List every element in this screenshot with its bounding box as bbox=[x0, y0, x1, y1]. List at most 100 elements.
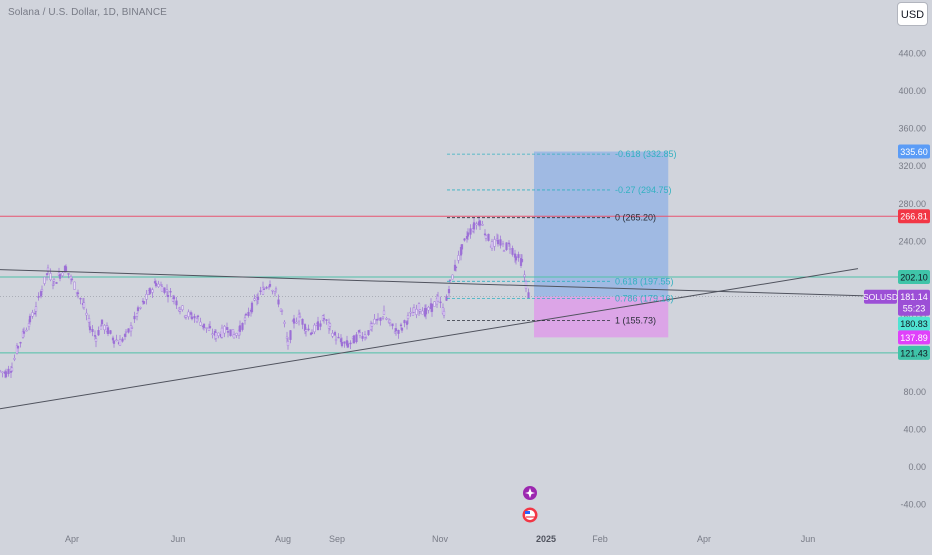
us-flag-icon[interactable] bbox=[522, 507, 538, 523]
candle-body bbox=[265, 287, 268, 289]
candle bbox=[87, 314, 91, 328]
candle-body bbox=[58, 274, 62, 279]
support-low-price-badge: 121.43 bbox=[900, 348, 928, 358]
candle bbox=[214, 329, 218, 342]
candle-body bbox=[415, 309, 418, 315]
candle-body bbox=[163, 287, 166, 293]
candle bbox=[385, 316, 388, 321]
candle-body bbox=[34, 306, 38, 312]
candle bbox=[205, 327, 208, 333]
symbol-badge: SOLUSD bbox=[863, 292, 898, 302]
candle bbox=[513, 249, 517, 263]
candle bbox=[442, 308, 446, 319]
candle bbox=[106, 325, 110, 337]
candle bbox=[436, 291, 440, 303]
candle bbox=[430, 303, 434, 317]
candle-body bbox=[460, 244, 464, 250]
currency-button[interactable]: USD bbox=[897, 2, 928, 26]
candle bbox=[61, 271, 64, 278]
candle-body bbox=[178, 309, 182, 312]
candle bbox=[256, 292, 260, 304]
candle bbox=[220, 324, 224, 339]
candle-body bbox=[484, 235, 488, 239]
candle-body bbox=[199, 321, 202, 326]
candle bbox=[136, 305, 140, 313]
fib-level-label: -0.618 (332.85) bbox=[615, 149, 677, 159]
candle bbox=[490, 238, 494, 252]
candle bbox=[460, 244, 464, 255]
candle-body bbox=[100, 319, 104, 325]
descending-trendline[interactable] bbox=[0, 269, 867, 297]
candle bbox=[52, 277, 56, 286]
candle-body bbox=[99, 325, 103, 330]
candle bbox=[478, 219, 482, 231]
candle-body bbox=[469, 228, 472, 235]
candle-body bbox=[82, 302, 86, 308]
candle bbox=[427, 305, 430, 314]
candle-body bbox=[343, 341, 346, 344]
candle bbox=[445, 294, 448, 301]
candle bbox=[85, 308, 88, 321]
target-zone[interactable] bbox=[534, 151, 669, 297]
candle-body bbox=[172, 296, 176, 300]
y-tick-label: 160.00 bbox=[898, 312, 926, 322]
candle bbox=[481, 220, 484, 226]
candle bbox=[58, 272, 62, 282]
entry-price-badge: 180.83 bbox=[900, 319, 928, 329]
candle bbox=[100, 319, 104, 327]
y-tick-label: 40.00 bbox=[903, 424, 926, 434]
candle bbox=[181, 305, 184, 312]
candle-body bbox=[223, 326, 226, 334]
candle bbox=[199, 317, 202, 326]
candle bbox=[370, 322, 374, 332]
candle bbox=[381, 315, 385, 321]
candle bbox=[202, 323, 206, 331]
candle-body bbox=[61, 272, 64, 276]
candle bbox=[277, 294, 280, 308]
y-tick-label: 280.00 bbox=[898, 199, 926, 209]
candle bbox=[160, 284, 164, 292]
candle-body bbox=[133, 315, 136, 320]
candle bbox=[415, 304, 418, 319]
candle-body bbox=[7, 368, 10, 375]
candle-body bbox=[375, 319, 379, 321]
candle-body bbox=[91, 329, 94, 332]
candle-body bbox=[157, 283, 160, 287]
candle-body bbox=[37, 296, 40, 298]
candle bbox=[310, 329, 314, 334]
candle-body bbox=[31, 312, 34, 317]
candle-body bbox=[207, 327, 211, 331]
candle-body bbox=[334, 338, 338, 341]
candle-body bbox=[523, 274, 526, 277]
candle bbox=[235, 332, 238, 339]
candle bbox=[328, 322, 332, 331]
candle-body bbox=[286, 341, 290, 346]
candle-body bbox=[49, 273, 52, 280]
candle-body bbox=[13, 358, 16, 360]
candle-body bbox=[316, 321, 320, 331]
candle bbox=[16, 345, 20, 353]
candle bbox=[475, 221, 478, 230]
candle bbox=[133, 311, 136, 323]
symbol-badge-bg bbox=[864, 289, 897, 304]
candle-body bbox=[127, 328, 130, 333]
candle bbox=[382, 305, 386, 315]
candle-body bbox=[447, 288, 451, 294]
ascending-trendline[interactable] bbox=[0, 268, 859, 410]
candle bbox=[493, 236, 496, 251]
candle bbox=[118, 335, 122, 346]
candle bbox=[145, 289, 148, 305]
event-star-icon[interactable] bbox=[523, 486, 537, 500]
candle bbox=[70, 277, 74, 282]
candle bbox=[232, 331, 236, 339]
candle bbox=[7, 365, 10, 377]
candle bbox=[433, 301, 436, 307]
candle bbox=[511, 245, 514, 257]
candle bbox=[1, 371, 4, 378]
candle bbox=[262, 286, 266, 290]
resistance-price-badge-bg bbox=[898, 209, 930, 224]
candle-body bbox=[70, 278, 74, 281]
candle bbox=[352, 334, 356, 344]
